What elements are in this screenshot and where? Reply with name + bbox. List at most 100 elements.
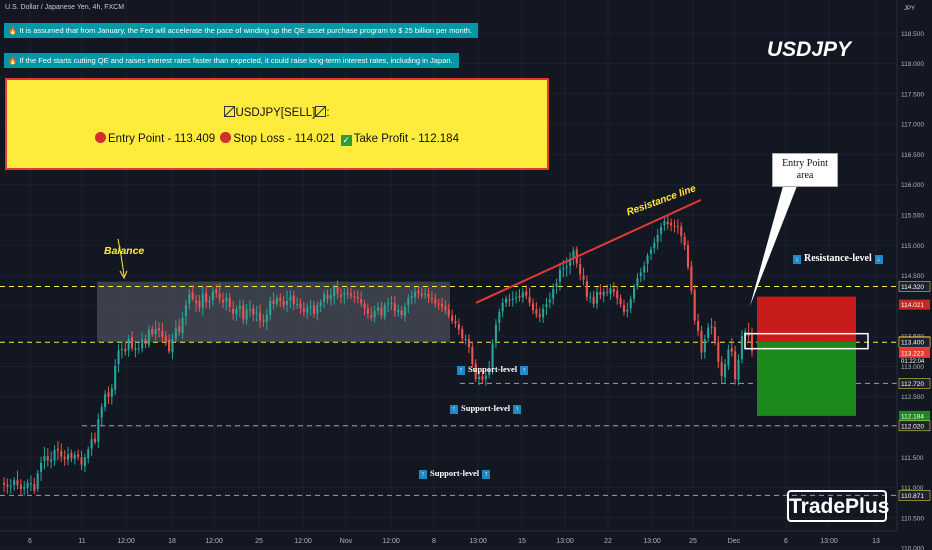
candle-body: [376, 307, 380, 311]
candle-body: [218, 293, 221, 299]
candle-body: [724, 364, 727, 378]
candle-body: [117, 350, 120, 365]
callout-pointer: [750, 186, 797, 306]
price-tag-text: 112.020: [901, 423, 924, 430]
candle-body: [181, 317, 184, 334]
candle-body: [565, 266, 568, 268]
y-tick-label: 115.500: [901, 212, 924, 219]
x-tick-label: 25: [255, 538, 263, 545]
candle-body: [130, 337, 134, 349]
resistance-line-label: Resistance line: [625, 183, 698, 218]
y-tick-label: 116.500: [901, 152, 924, 159]
candle-body: [23, 486, 26, 489]
candle-body: [110, 388, 113, 397]
candle-body: [478, 376, 481, 380]
candle-body: [518, 296, 521, 298]
candle-body: [87, 449, 90, 459]
candle-body: [579, 264, 582, 275]
no-entry-icon: [220, 132, 232, 143]
candle-body: [151, 328, 154, 335]
candle-body: [90, 439, 93, 449]
fire-icon: 🔥: [8, 56, 18, 65]
balance-arrow-head: [119, 270, 128, 280]
candle-body: [309, 306, 312, 308]
candle-body: [545, 304, 548, 308]
candle-body: [97, 419, 100, 442]
x-tick-label: Dec: [728, 538, 741, 545]
candle-body: [228, 297, 231, 308]
up-arrow-icon: ↑: [520, 366, 529, 375]
candle-body: [417, 290, 420, 293]
candle-body: [397, 310, 400, 312]
price-tag: 110.871: [898, 490, 931, 501]
candle-body: [134, 348, 137, 351]
candle-body: [100, 407, 103, 418]
y-tick-label: 111.000: [901, 485, 924, 492]
callout-line1: Entry Point: [782, 158, 828, 169]
candle-body: [339, 294, 342, 297]
price-tag-text: 114.021: [901, 302, 924, 309]
candle-body: [235, 308, 238, 315]
candle-body: [619, 297, 622, 305]
candle-body: [255, 313, 258, 315]
x-tick-label: 12:00: [382, 538, 400, 545]
candle-body: [66, 454, 70, 460]
price-tag-bg: [899, 347, 930, 358]
note-1-text: It is assumed that from January, the Fed…: [19, 26, 473, 35]
candle-body: [646, 255, 649, 265]
candle-body: [188, 294, 191, 304]
candle-body: [690, 266, 693, 291]
candle-body: [437, 303, 440, 305]
candle-body: [639, 272, 642, 277]
candle-body: [350, 293, 353, 296]
candle-body: [326, 294, 329, 299]
candle-body: [521, 292, 524, 298]
x-tick-label: 8: [432, 538, 436, 545]
candle-body: [494, 324, 497, 343]
candle-body: [252, 308, 255, 315]
candle-body: [373, 310, 376, 318]
candle-body: [147, 330, 150, 346]
candle-body: [484, 375, 487, 380]
candle-body: [154, 328, 157, 335]
support-level-1-text: Support-level: [468, 364, 518, 374]
candle-body: [592, 296, 595, 305]
price-tag-bg: [899, 299, 930, 310]
candle-body: [633, 287, 636, 299]
price-tag-bg: [898, 420, 931, 432]
candle-body: [400, 310, 403, 315]
price-tag-bg: [898, 336, 931, 348]
candle-body: [356, 296, 359, 299]
candle-body: [191, 292, 194, 300]
candle-body: [248, 309, 252, 311]
price-tag-bg: [899, 410, 930, 421]
candle-body: [161, 330, 164, 337]
y-tick-label: 112.500: [901, 394, 924, 401]
candle-body: [447, 309, 450, 316]
x-tick-label: 13:00: [556, 538, 574, 545]
candle-body: [13, 480, 16, 486]
candle-body: [737, 359, 740, 380]
note-2: 🔥 If the Fed starts cutting QE and raise…: [4, 53, 459, 68]
candle-body: [474, 363, 477, 380]
candle-body: [60, 451, 63, 457]
signal-headline: USDJPY[SELL]: [235, 107, 316, 119]
candle-body: [686, 245, 690, 268]
price-tag: 113.223: [899, 347, 930, 358]
candle-body: [232, 308, 235, 314]
candle-body: [279, 297, 282, 302]
up-arrow-icon: ↑: [419, 470, 427, 479]
callout-line2: area: [796, 170, 814, 181]
down-arrow-icon: [224, 106, 236, 117]
candle-body: [316, 305, 319, 314]
candle-body: [643, 265, 646, 273]
candle-body: [680, 226, 683, 237]
candle-body: [649, 249, 652, 254]
candle-body: [683, 236, 686, 246]
candle-body: [144, 339, 147, 345]
x-tick-label: 12:00: [205, 538, 223, 545]
candle-body: [481, 376, 484, 380]
candle-body: [393, 303, 396, 311]
candle-body: [2, 482, 6, 485]
